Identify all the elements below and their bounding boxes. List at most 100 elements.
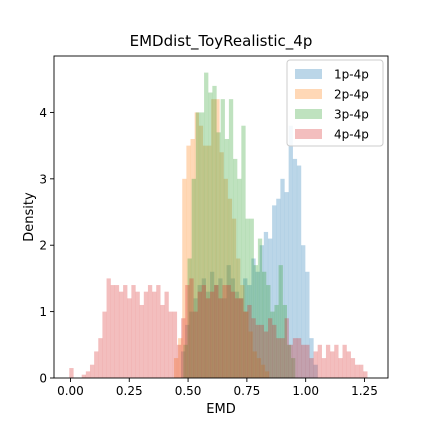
bar-1p-4p	[243, 278, 248, 378]
x-tick-label: 0.25	[116, 384, 143, 398]
bar-1p-4p	[181, 351, 186, 378]
x-tick-label: 0.75	[234, 384, 261, 398]
bar-3p-4p	[266, 285, 271, 378]
bar-4p-4p	[251, 318, 256, 378]
bar-4p-4p	[160, 304, 165, 378]
bar-3p-4p	[187, 258, 192, 378]
bar-4p-4p	[239, 298, 244, 378]
bar-2p-4p	[194, 112, 199, 379]
bar-2p-4p	[265, 371, 270, 378]
axes-layer: 0.00 0.25 0.50 0.75 1.00 1.25 0 1 2 3 4	[39, 55, 389, 398]
bar-3p-4p	[245, 218, 250, 378]
bar-2p-4p	[248, 331, 253, 378]
bar-4p-4p	[139, 304, 144, 378]
bar-4p-4p	[110, 285, 115, 378]
legend-entry: 2p-4p	[334, 88, 369, 102]
bar-4p-4p	[172, 311, 178, 378]
bar-4p-4p	[218, 298, 223, 378]
bar-1p-4p	[296, 165, 302, 378]
bar-3p-4p	[274, 304, 279, 378]
bar-4p-4p	[114, 285, 120, 378]
bar-1p-4p	[218, 278, 223, 378]
y-tick-label: 1	[39, 305, 47, 319]
plot-frame	[53, 55, 389, 379]
bar-4p-4p	[69, 368, 74, 378]
bar-3p-4p	[199, 112, 205, 379]
bar-4p-4p	[176, 344, 182, 378]
bar-4p-4p	[127, 298, 132, 378]
bar-1p-4p	[309, 338, 314, 378]
y-tick-label: 2	[39, 239, 47, 253]
bar-4p-4p	[255, 324, 260, 378]
y-tick-label: 4	[39, 106, 47, 120]
bar-1p-4p	[280, 178, 285, 378]
legend-swatch	[295, 89, 322, 99]
bar-4p-4p	[102, 311, 107, 378]
bar-4p-4p	[98, 338, 103, 378]
bar-4p-4p	[334, 344, 339, 378]
bar-4p-4p	[185, 285, 190, 378]
bar-4p-4p	[147, 285, 153, 378]
bar-1p-4p	[255, 271, 260, 378]
legend-entry: 3p-4p	[334, 108, 369, 122]
bar-1p-4p	[247, 285, 252, 378]
bar-1p-4p	[226, 265, 231, 378]
bar-2p-4p	[236, 258, 241, 378]
bar-1p-4p	[230, 278, 235, 378]
bar-2p-4p	[186, 145, 191, 378]
y-axis-label: Density	[22, 192, 37, 242]
bar-4p-4p	[205, 298, 211, 378]
legend-swatch	[295, 129, 322, 139]
y-tick-label: 0	[39, 372, 47, 386]
bar-4p-4p	[164, 291, 169, 378]
bar-4p-4p	[106, 278, 111, 378]
bar-2p-4p	[215, 99, 220, 379]
bar-3p-4p	[224, 138, 230, 378]
bar-4p-4p	[284, 318, 289, 378]
bar-3p-4p	[220, 99, 225, 379]
bar-1p-4p	[189, 311, 194, 378]
bar-3p-4p	[241, 125, 246, 379]
bar-4p-4p	[330, 351, 335, 378]
bar-4p-4p	[222, 285, 227, 378]
bar-3p-4p	[208, 92, 213, 379]
bar-2p-4p	[240, 285, 245, 378]
legend-swatch	[295, 69, 322, 79]
bar-1p-4p	[234, 291, 240, 378]
bar-3p-4p	[270, 311, 275, 378]
bar-1p-4p	[205, 291, 211, 378]
bar-4p-4p	[288, 344, 293, 378]
bar-2p-4p	[252, 351, 257, 378]
bar-3p-4p	[212, 85, 217, 378]
bar-4p-4p	[181, 318, 186, 378]
bar-1p-4p	[305, 271, 310, 378]
bar-1p-4p	[209, 271, 215, 378]
bar-1p-4p	[185, 324, 190, 378]
bar-4p-4p	[89, 364, 95, 378]
bar-4p-4p	[292, 338, 298, 378]
bar-4p-4p	[263, 331, 269, 378]
series-1p-4p	[181, 125, 318, 379]
bar-1p-4p	[201, 278, 206, 378]
bar-2p-4p	[207, 145, 212, 378]
bar-3p-4p	[257, 238, 263, 378]
legend-entry: 4p-4p	[334, 128, 369, 142]
bar-4p-4p	[156, 285, 161, 378]
bar-4p-4p	[201, 285, 207, 378]
bar-3p-4p	[204, 72, 209, 378]
bar-2p-4p	[173, 358, 179, 378]
bar-4p-4p	[259, 324, 265, 378]
bar-4p-4p	[301, 344, 306, 378]
bar-2p-4p	[219, 152, 224, 378]
bar-3p-4p	[253, 265, 259, 378]
bar-2p-4p	[182, 178, 187, 378]
bar-4p-4p	[280, 338, 285, 378]
bar-4p-4p	[189, 278, 194, 378]
bar-1p-4p	[259, 245, 264, 378]
bar-2p-4p	[227, 198, 233, 378]
bar-4p-4p	[81, 374, 86, 378]
bar-2p-4p	[211, 99, 216, 379]
series-3p-4p	[183, 72, 296, 379]
bar-3p-4p	[233, 158, 238, 378]
